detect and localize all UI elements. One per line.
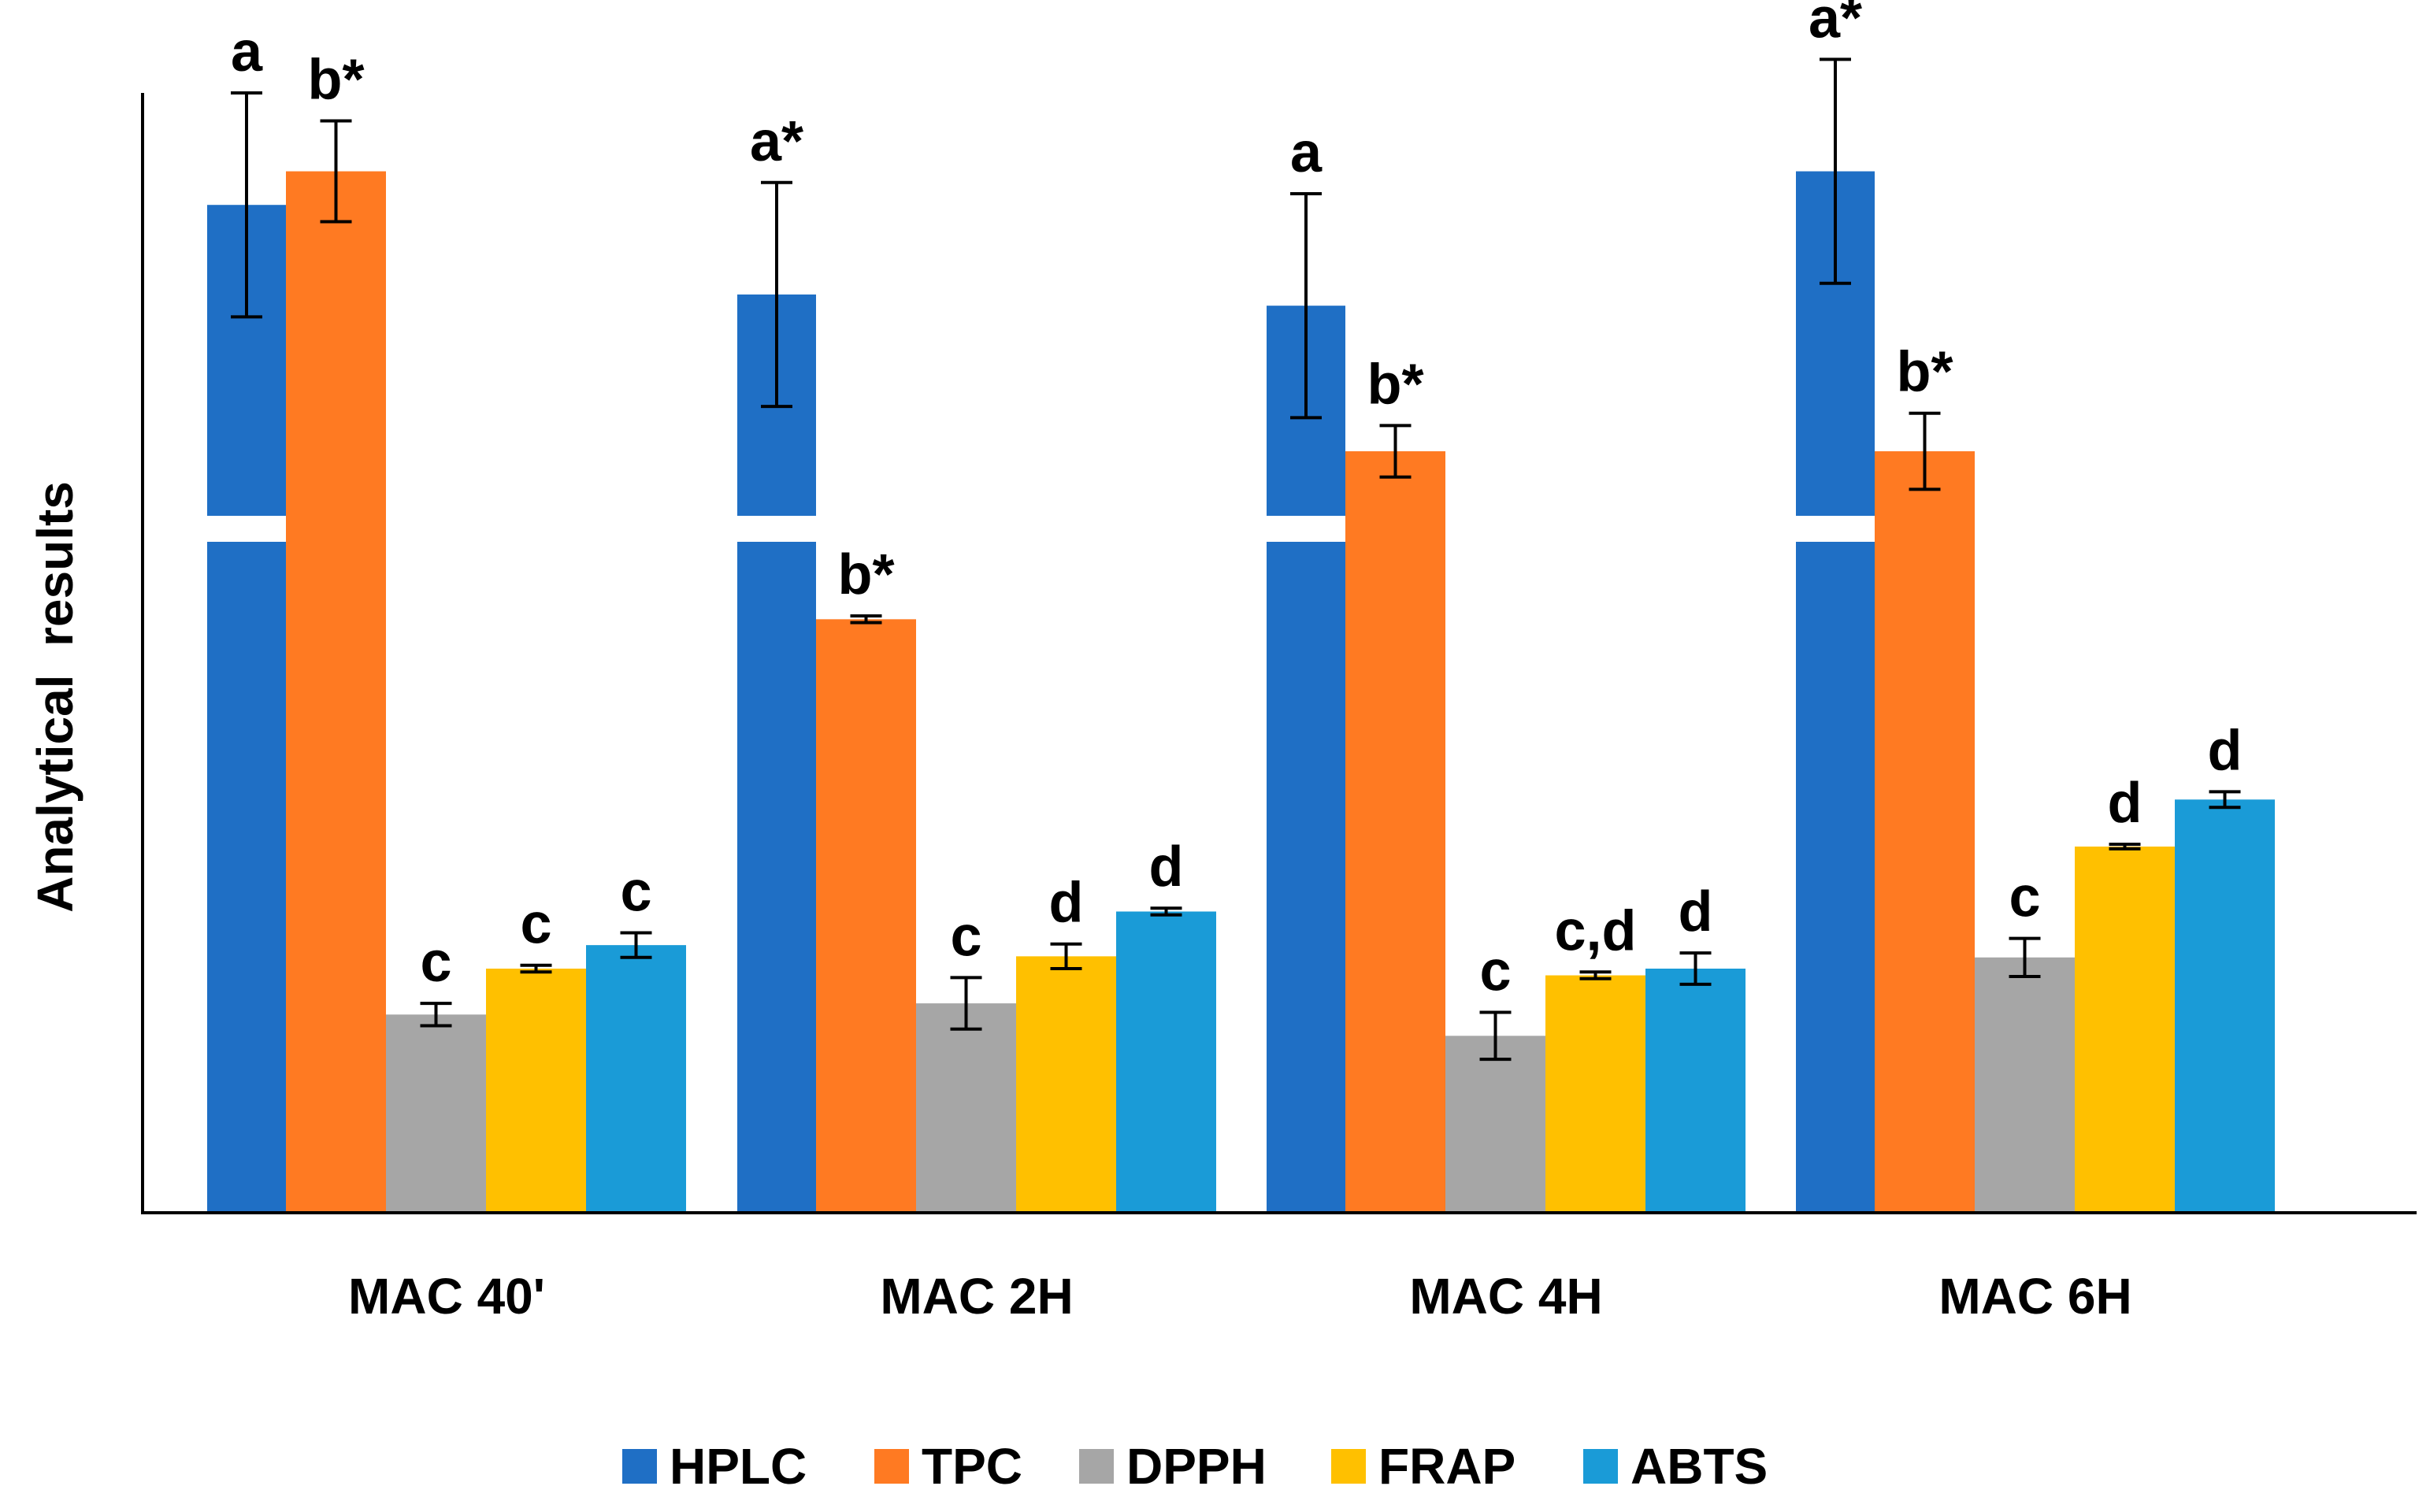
axis-break-gap: [206, 516, 287, 542]
error-bar-frap-1: [520, 963, 552, 974]
legend: HPLC TPC DPPH FRAP ABTS: [622, 1438, 1768, 1495]
error-bar-abts-2: [1150, 906, 1182, 917]
legend-item-frap: FRAP: [1331, 1438, 1516, 1495]
significance-label-abts-4: d: [2208, 719, 2243, 782]
significance-label-frap-3: c,d: [1554, 899, 1636, 962]
significance-label-hplc-4: a*: [1809, 0, 1862, 50]
x-tick-label-4: MAC 6H: [1938, 1268, 2131, 1325]
legend-swatch: [1583, 1449, 1618, 1484]
significance-label-tpc-4: b*: [1897, 341, 1953, 404]
significance-label-hplc-3: a: [1290, 121, 1323, 184]
legend-label: ABTS: [1631, 1438, 1768, 1495]
bar-frap-1: [486, 969, 586, 1213]
significance-label-tpc-3: b*: [1367, 353, 1424, 416]
bar-hplc-4: [1796, 171, 1875, 1213]
bars-layer: [206, 171, 2275, 1214]
error-bar-dpph-4: [2009, 936, 2041, 978]
error-bar-tpc-3: [1379, 424, 1412, 479]
significance-label-tpc-2: b*: [838, 543, 895, 606]
significance-label-dpph-4: c: [2009, 866, 2040, 929]
error-bar-hplc-2: [761, 180, 792, 409]
legend-label: FRAP: [1378, 1438, 1516, 1495]
legend-label: HPLC: [670, 1438, 807, 1495]
significance-label-hplc-1: a: [231, 20, 263, 83]
legend-label: DPPH: [1126, 1438, 1267, 1495]
legend-swatch: [1079, 1449, 1114, 1484]
error-bar-dpph-1: [420, 1002, 452, 1028]
bar-tpc-4: [1875, 451, 1975, 1213]
error-bar-tpc-1: [320, 119, 352, 224]
bar-dpph-4: [1975, 957, 2075, 1213]
error-bar-dpph-2: [950, 976, 982, 1031]
bar-abts-3: [1645, 969, 1746, 1213]
error-bar-hplc-4: [1820, 57, 1851, 285]
x-tick-labels: MAC 40' MAC 2H MAC 4H MAC 6H: [348, 1268, 2132, 1325]
legend-label: TPC: [922, 1438, 1022, 1495]
error-bar-frap-2: [1050, 942, 1082, 971]
legend-swatch: [622, 1449, 657, 1484]
axes-layer: Analytical results: [27, 93, 2417, 1214]
error-bar-frap-4: [2109, 843, 2141, 850]
significance-label-dpph-3: c: [1479, 939, 1511, 1002]
bar-hplc-2: [737, 294, 816, 1214]
error-bar-hplc-1: [231, 91, 262, 319]
legend-swatch: [1331, 1449, 1366, 1484]
error-bar-tpc-2: [850, 614, 882, 624]
legend-item-tpc: TPC: [874, 1438, 1022, 1495]
axis-break-gap: [736, 516, 817, 542]
significance-label-abts-1: c: [620, 861, 651, 924]
significance-label-dpph-1: c: [420, 931, 451, 994]
error-bar-frap-3: [1579, 970, 1612, 980]
y-axis-title: Analytical results: [27, 481, 83, 913]
axis-break-gap: [1266, 516, 1346, 542]
axis-break-gap: [1795, 516, 1875, 542]
x-tick-label-3: MAC 4H: [1409, 1268, 1602, 1325]
significance-label-frap-4: d: [2108, 772, 2142, 835]
bar-hplc-1: [207, 205, 286, 1214]
error-bar-abts-3: [1679, 951, 1712, 986]
bar-dpph-1: [386, 1014, 486, 1213]
significance-label-frap-1: c: [520, 893, 551, 956]
error-bar-abts-1: [620, 931, 652, 959]
legend-item-dpph: DPPH: [1079, 1438, 1267, 1495]
bar-dpph-3: [1445, 1036, 1545, 1213]
error-bar-hplc-3: [1290, 191, 1322, 420]
error-bar-dpph-3: [1479, 1010, 1512, 1062]
bar-abts-4: [2175, 799, 2275, 1213]
significance-label-frap-2: d: [1049, 872, 1084, 935]
bar-tpc-1: [286, 171, 386, 1213]
bar-frap-3: [1545, 975, 1645, 1213]
bar-tpc-2: [816, 619, 916, 1213]
bar-hplc-3: [1267, 306, 1345, 1214]
error-bar-abts-4: [2209, 790, 2241, 810]
legend-item-abts: ABTS: [1583, 1438, 1768, 1495]
significance-label-abts-3: d: [1679, 880, 1713, 943]
significance-label-tpc-1: b*: [308, 49, 365, 112]
bar-abts-2: [1116, 911, 1216, 1213]
legend-swatch: [874, 1449, 909, 1484]
bar-frap-4: [2075, 847, 2175, 1213]
bar-tpc-3: [1345, 451, 1445, 1213]
significance-label-abts-2: d: [1149, 836, 1184, 899]
error-bars-layer: [231, 57, 2241, 1062]
legend-item-hplc: HPLC: [622, 1438, 807, 1495]
significance-label-dpph-2: c: [950, 905, 981, 968]
bar-abts-1: [586, 945, 686, 1213]
error-bar-tpc-4: [1909, 411, 1941, 491]
x-tick-label-2: MAC 2H: [880, 1268, 1073, 1325]
bar-dpph-2: [916, 1003, 1016, 1213]
bar-frap-2: [1016, 956, 1116, 1213]
significance-labels-layer: a b* c c c a* b* c d d a b* c c,d d a* b* c d d: [231, 0, 2243, 1002]
significance-label-hplc-2: a*: [750, 110, 803, 173]
x-tick-label-1: MAC 40': [348, 1268, 545, 1325]
